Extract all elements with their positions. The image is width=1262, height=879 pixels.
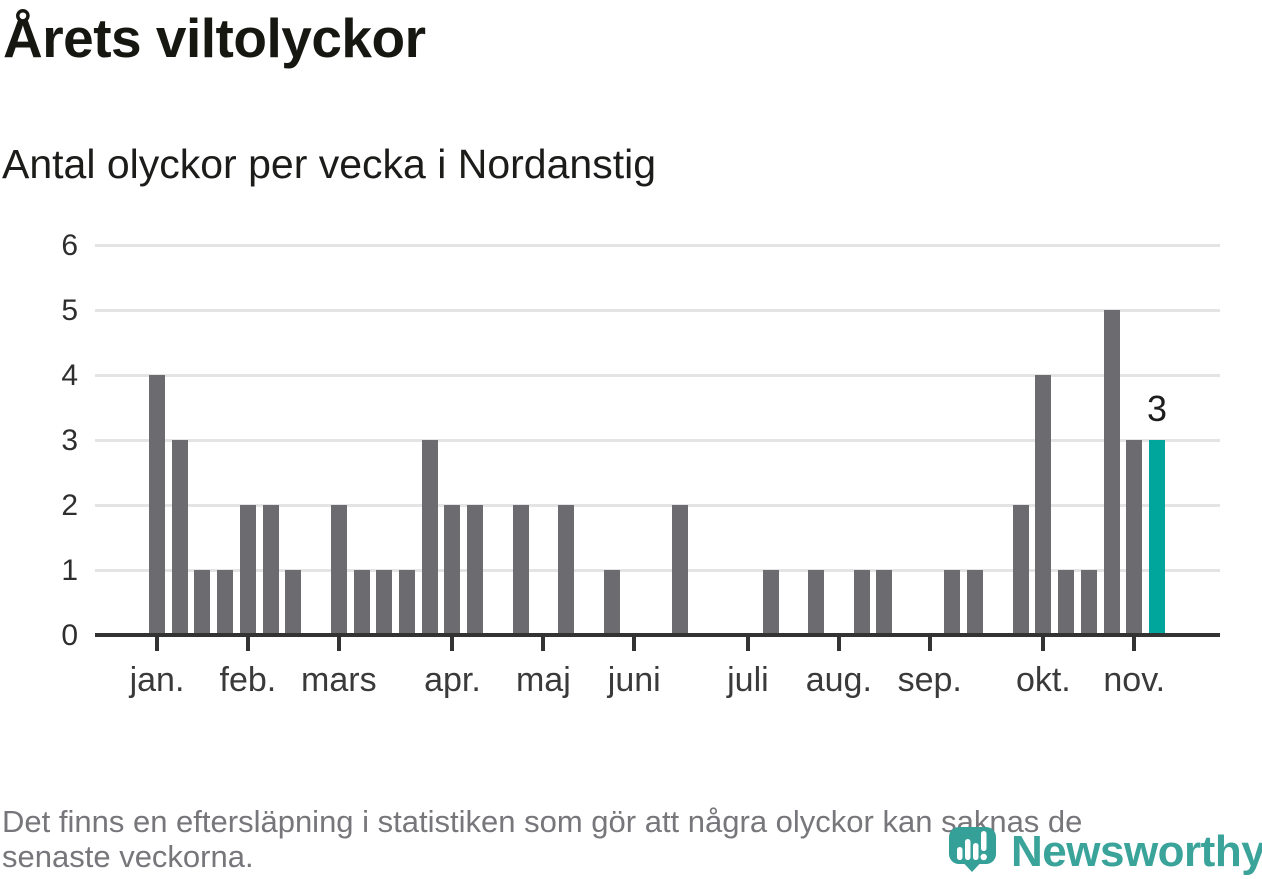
- footnote-line-1: Det finns en eftersläpning i statistiken…: [2, 804, 1083, 839]
- gridline-y-2: [95, 504, 1220, 507]
- bar-v14: [444, 505, 461, 635]
- bar-v36: [944, 570, 961, 635]
- x-tick-apr: [450, 636, 455, 651]
- x-tick-nov: [1132, 636, 1137, 651]
- bar-v9: [330, 505, 347, 635]
- y-axis-label-4: 4: [61, 359, 78, 392]
- newsworthy-pin-barchart-icon: [949, 827, 996, 872]
- x-tick-juli: [745, 636, 750, 651]
- bar-v2: [171, 440, 188, 635]
- bar-v11: [376, 570, 393, 635]
- x-tick-feb: [245, 636, 250, 651]
- x-tick-aug: [836, 636, 841, 651]
- x-tick-juni: [632, 636, 637, 651]
- bar-v44: [1126, 440, 1143, 635]
- bar-v12: [399, 570, 415, 635]
- y-axis-label-2: 2: [61, 489, 78, 522]
- bar-v5: [239, 505, 256, 635]
- y-axis-label-5: 5: [61, 294, 78, 327]
- bar-v19: [558, 505, 575, 635]
- bar-v6: [262, 505, 279, 635]
- y-axis-label-1: 1: [61, 554, 78, 587]
- x-axis-label-nov: nov.: [1103, 661, 1166, 699]
- bar-v37: [967, 570, 984, 635]
- bar-highlight-v45: [1149, 440, 1165, 635]
- footnote: Det finns en eftersläpning i statistiken…: [2, 804, 1082, 874]
- bar-v32: [853, 570, 870, 635]
- x-axis-label-okt: okt.: [1015, 661, 1071, 699]
- x-axis-label-jan: jan.: [129, 661, 185, 699]
- x-tick-maj: [541, 636, 546, 651]
- bar-v3: [194, 570, 211, 635]
- bar-v42: [1080, 570, 1097, 635]
- y-axis-label-0: 0: [61, 619, 78, 652]
- newsworthy-logo: Newsworthy: [948, 826, 1262, 878]
- bar-v4: [217, 570, 234, 635]
- x-tick-okt: [1041, 636, 1046, 651]
- x-tick-mars: [336, 636, 341, 651]
- footnote-line-2: senaste veckorna.: [2, 839, 254, 874]
- bar-v33: [876, 570, 893, 635]
- bar-v30: [808, 570, 825, 635]
- x-axis-label-juni: juni: [607, 661, 661, 699]
- x-axis-label-maj: maj: [515, 661, 571, 699]
- bar-v1: [149, 375, 165, 635]
- gridline-y-5: [95, 309, 1220, 312]
- bar-v43: [1103, 310, 1120, 635]
- bar-v41: [1058, 570, 1075, 635]
- x-axis-label-apr: apr.: [424, 661, 481, 699]
- bar-v7: [285, 570, 302, 635]
- newsworthy-wordmark: Newsworthy: [1011, 827, 1262, 876]
- bar-v13: [421, 440, 438, 635]
- bar-v15: [467, 505, 484, 635]
- gridline-y-1: [95, 569, 1220, 572]
- chart-subtitle: Antal olyckor per vecka i Nordanstig: [2, 141, 657, 187]
- x-axis-label-sep: sep.: [897, 661, 962, 699]
- bar-v24: [671, 505, 688, 635]
- gridline-y-6: [95, 244, 1220, 247]
- gridline-y-4: [95, 374, 1220, 377]
- y-axis-label-6: 6: [61, 229, 78, 262]
- bar-v40: [1035, 375, 1052, 635]
- bar-v28: [762, 570, 779, 635]
- x-tick-sep: [927, 636, 932, 651]
- gridline-y-3: [95, 439, 1220, 442]
- bar-v10: [353, 570, 370, 635]
- x-axis-label-mars: mars: [301, 661, 377, 699]
- x-axis-label-feb: feb.: [219, 661, 277, 699]
- x-axis-label-juli: juli: [727, 661, 769, 699]
- bar-v21: [603, 570, 620, 635]
- bar-v17: [512, 505, 529, 635]
- chart-title: Årets viltolyckor: [3, 7, 426, 69]
- bar-value-label: 3: [1146, 388, 1168, 429]
- x-tick-jan: [155, 636, 159, 651]
- x-axis-label-aug: aug.: [805, 661, 872, 699]
- y-axis-label-3: 3: [61, 424, 78, 457]
- bar-v39: [1012, 505, 1029, 635]
- x-axis-line: [95, 633, 1220, 637]
